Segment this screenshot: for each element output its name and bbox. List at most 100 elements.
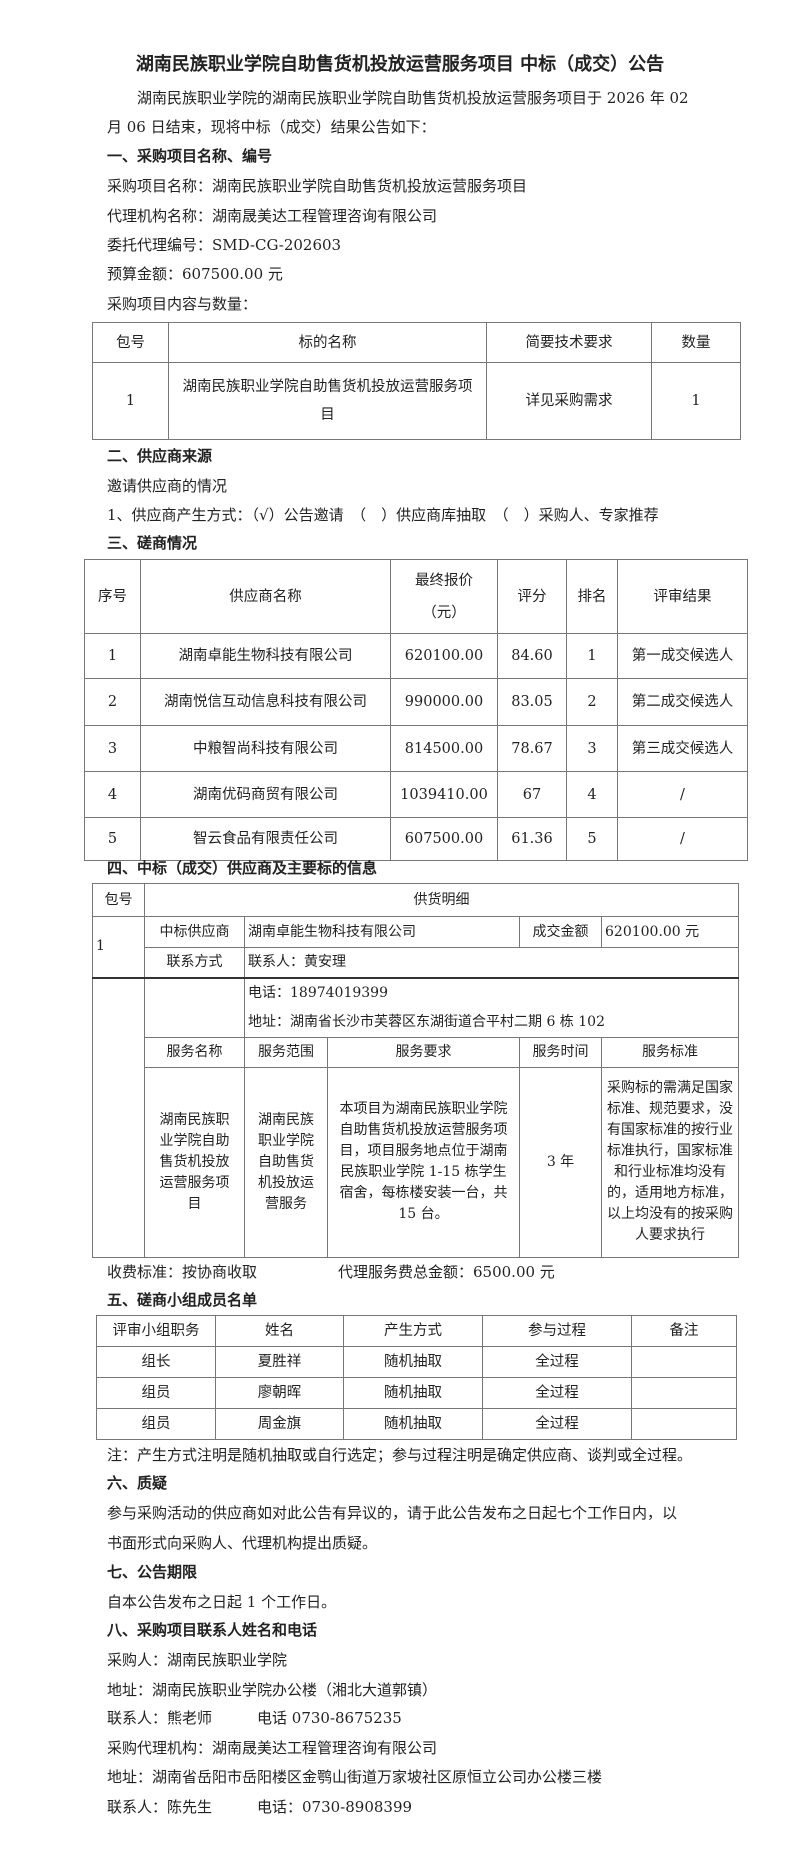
cell: 采购标的需满足国家标准、规范要求，没有国家标准的按行业标准执行，国家标准和行业标… bbox=[600, 1066, 740, 1258]
label-cell: 中标供应商 bbox=[144, 916, 245, 948]
cell: 61.36 bbox=[497, 817, 567, 861]
items-table: 包号 标的名称 简要技术要求 数量 1 湖南民族职业学院自助售货机投放运营服务项… bbox=[92, 322, 741, 440]
table-row: 2 湖南悦信互动信息科技有限公司 990000.00 83.05 2 第二成交候选人 bbox=[84, 678, 748, 726]
cell: 湖南民族职业学院自助售货机投放运营服务项目 bbox=[144, 1066, 245, 1258]
section-heading: 三、磋商情况 bbox=[107, 534, 198, 552]
cell: 607500.00 bbox=[390, 817, 498, 861]
fee-total: 代理服务费总金额：6500.00 元 bbox=[338, 1263, 555, 1281]
cell: 1 bbox=[92, 362, 169, 440]
contact-line: 联系人：熊老师 电话 0730-8675235 bbox=[107, 1709, 402, 1727]
cell bbox=[631, 1346, 737, 1378]
header-cell: 供应商名称 bbox=[140, 559, 391, 634]
winner-table: 包号 供货明细 1 中标供应商 湖南卓能生物科技有限公司 成交金额 620100… bbox=[92, 883, 740, 1258]
table-header-row: 序号 供应商名称 最终报价（元） 评分 排名 评审结果 bbox=[84, 559, 748, 634]
header-cell: 供货明细 bbox=[143, 883, 740, 917]
cell: 4 bbox=[566, 771, 618, 818]
winner-amount: 620100.00 元 bbox=[600, 916, 740, 948]
contact-line: 采购人：湖南民族职业学院 bbox=[107, 1651, 288, 1669]
table-header-row: 评审小组职务 姓名 产生方式 参与过程 备注 bbox=[96, 1315, 737, 1347]
cell: 随机抽取 bbox=[343, 1408, 483, 1440]
page-title: 湖南民族职业学院自助售货机投放运营服务项目 中标（成交）公告 bbox=[135, 54, 665, 75]
cell: 全过程 bbox=[482, 1346, 632, 1378]
header-cell: 最终报价（元） bbox=[390, 559, 498, 634]
cell: 随机抽取 bbox=[343, 1377, 483, 1409]
cell: 夏胜祥 bbox=[215, 1346, 344, 1378]
cell: 组员 bbox=[96, 1408, 216, 1440]
table-row: 1 湖南卓能生物科技有限公司 620100.00 84.60 1 第一成交候选人 bbox=[84, 633, 748, 679]
cell: 智云食品有限责任公司 bbox=[140, 817, 391, 861]
winner-address: 地址：湖南省长沙市芙蓉区东湖街道合平村二期 6 栋 102 bbox=[248, 1013, 605, 1030]
contact-details: 电话：18974019399 地址：湖南省长沙市芙蓉区东湖街道合平村二期 6 栋… bbox=[243, 976, 740, 1038]
cell bbox=[631, 1377, 737, 1409]
cell: 湖南民族职业学院自助售货机投放运营服务 bbox=[244, 1066, 328, 1258]
cell: 本项目为湖南民族职业学院自助售货机投放运营服务项目，项目服务地点位于湖南民族职业… bbox=[327, 1066, 520, 1258]
cell: 4 bbox=[84, 771, 141, 818]
notice-period: 自本公告发布之日起 1 个工作日。 bbox=[107, 1593, 337, 1611]
cell: 组长 bbox=[96, 1346, 216, 1378]
header-cell: 服务时间 bbox=[519, 1036, 602, 1068]
header-cell: 评审小组职务 bbox=[96, 1315, 216, 1347]
package-number: 1 bbox=[92, 916, 145, 978]
header-cell: 包号 bbox=[92, 883, 145, 917]
cell: 5 bbox=[566, 817, 618, 861]
intro-line: 湖南民族职业学院的湖南民族职业学院自助售货机投放运营服务项目于 2026 年 0… bbox=[137, 89, 689, 107]
cell: 2 bbox=[84, 678, 141, 726]
cell: 廖朝晖 bbox=[215, 1377, 344, 1409]
cell: 3 年 bbox=[519, 1066, 602, 1258]
cell: 990000.00 bbox=[390, 678, 498, 726]
supplier-source-sub: 邀请供应商的情况 bbox=[107, 477, 228, 495]
cell: 周金旗 bbox=[215, 1408, 344, 1440]
agency-code: 委托代理编号：SMD-CG-202603 bbox=[107, 236, 342, 254]
header-cell: 服务名称 bbox=[144, 1036, 245, 1068]
section-heading: 六、质疑 bbox=[107, 1474, 168, 1492]
table-row: 电话：18974019399 地址：湖南省长沙市芙蓉区东湖街道合平村二期 6 栋… bbox=[92, 976, 740, 1258]
table-row: 组员 周金旗 随机抽取 全过程 bbox=[96, 1408, 737, 1440]
section-heading: 五、磋商小组成员名单 bbox=[107, 1291, 258, 1309]
table-row: 5 智云食品有限责任公司 607500.00 61.36 5/ bbox=[84, 817, 748, 861]
table-row: 组员 廖朝晖 随机抽取 全过程 bbox=[96, 1377, 737, 1409]
cell: 湖南悦信互动信息科技有限公司 bbox=[140, 678, 391, 726]
header-cell: 姓名 bbox=[215, 1315, 344, 1347]
cell: 1039410.00 bbox=[390, 771, 498, 818]
cell bbox=[631, 1408, 737, 1440]
cell: 随机抽取 bbox=[343, 1346, 483, 1378]
cell: 620100.00 bbox=[390, 633, 498, 679]
intro-line: 月 06 日结束，现将中标（成交）结果公告如下： bbox=[107, 118, 436, 136]
section-heading: 八、采购项目联系人姓名和电话 bbox=[107, 1621, 318, 1639]
cell: 814500.00 bbox=[390, 725, 498, 772]
empty-cell bbox=[92, 976, 145, 1258]
header-cell: 服务范围 bbox=[244, 1036, 328, 1068]
cell: 67 bbox=[497, 771, 567, 818]
section-heading: 七、公告期限 bbox=[107, 1563, 198, 1581]
header-cell: 包号 bbox=[92, 322, 169, 363]
header-cell: 服务标准 bbox=[600, 1036, 740, 1068]
contact-person: 联系人：黄安理 bbox=[243, 947, 740, 978]
header-cell: 简要技术要求 bbox=[486, 322, 652, 363]
header-cell: 服务要求 bbox=[327, 1036, 520, 1068]
section-heading: 一、采购项目名称、编号 bbox=[107, 147, 273, 165]
cell: 组员 bbox=[96, 1377, 216, 1409]
header-cell: 数量 bbox=[651, 322, 741, 363]
content-label: 采购项目内容与数量： bbox=[107, 295, 258, 313]
challenge-text: 参与采购活动的供应商如对此公告有异议的，请于此公告发布之日起七个工作日内，以 bbox=[107, 1504, 678, 1522]
table-header-row: 服务名称 服务范围 服务要求 服务时间 服务标准 bbox=[93, 1036, 740, 1068]
header-cell: 标的名称 bbox=[168, 322, 487, 363]
cell: 1 bbox=[651, 362, 741, 440]
label-cell: 联系方式 bbox=[144, 947, 245, 978]
cell: 全过程 bbox=[482, 1377, 632, 1409]
cell: 83.05 bbox=[497, 678, 567, 726]
cell: 第三成交候选人 bbox=[617, 725, 748, 772]
contact-line: 联系人：陈先生 电话：0730-8908399 bbox=[107, 1798, 413, 1816]
cell: 84.60 bbox=[497, 633, 567, 679]
panel-table: 评审小组职务 姓名 产生方式 参与过程 备注 组长 夏胜祥 随机抽取 全过程 组员 廖朝晖… bbox=[96, 1315, 737, 1440]
winner-name: 湖南卓能生物科技有限公司 bbox=[244, 916, 520, 948]
negotiation-table: 序号 供应商名称 最终报价（元） 评分 排名 评审结果 1 湖南卓能生物科技有限公… bbox=[84, 559, 748, 861]
contact-line: 地址：湖南民族职业学院办公楼（湘北大道郭镇） bbox=[107, 1681, 438, 1699]
cell: 湖南卓能生物科技有限公司 bbox=[140, 633, 391, 679]
fee-standard: 收费标准：按协商收取 bbox=[107, 1263, 258, 1281]
table-row: 湖南民族职业学院自助售货机投放运营服务项目 湖南民族职业学院自助售货机投放运营服… bbox=[93, 1066, 740, 1258]
header-cell: 产生方式 bbox=[343, 1315, 483, 1347]
cell: 1 bbox=[84, 633, 141, 679]
header-cell: 评审结果 bbox=[617, 559, 748, 634]
section-heading: 四、中标（成交）供应商及主要标的信息 bbox=[107, 859, 378, 877]
